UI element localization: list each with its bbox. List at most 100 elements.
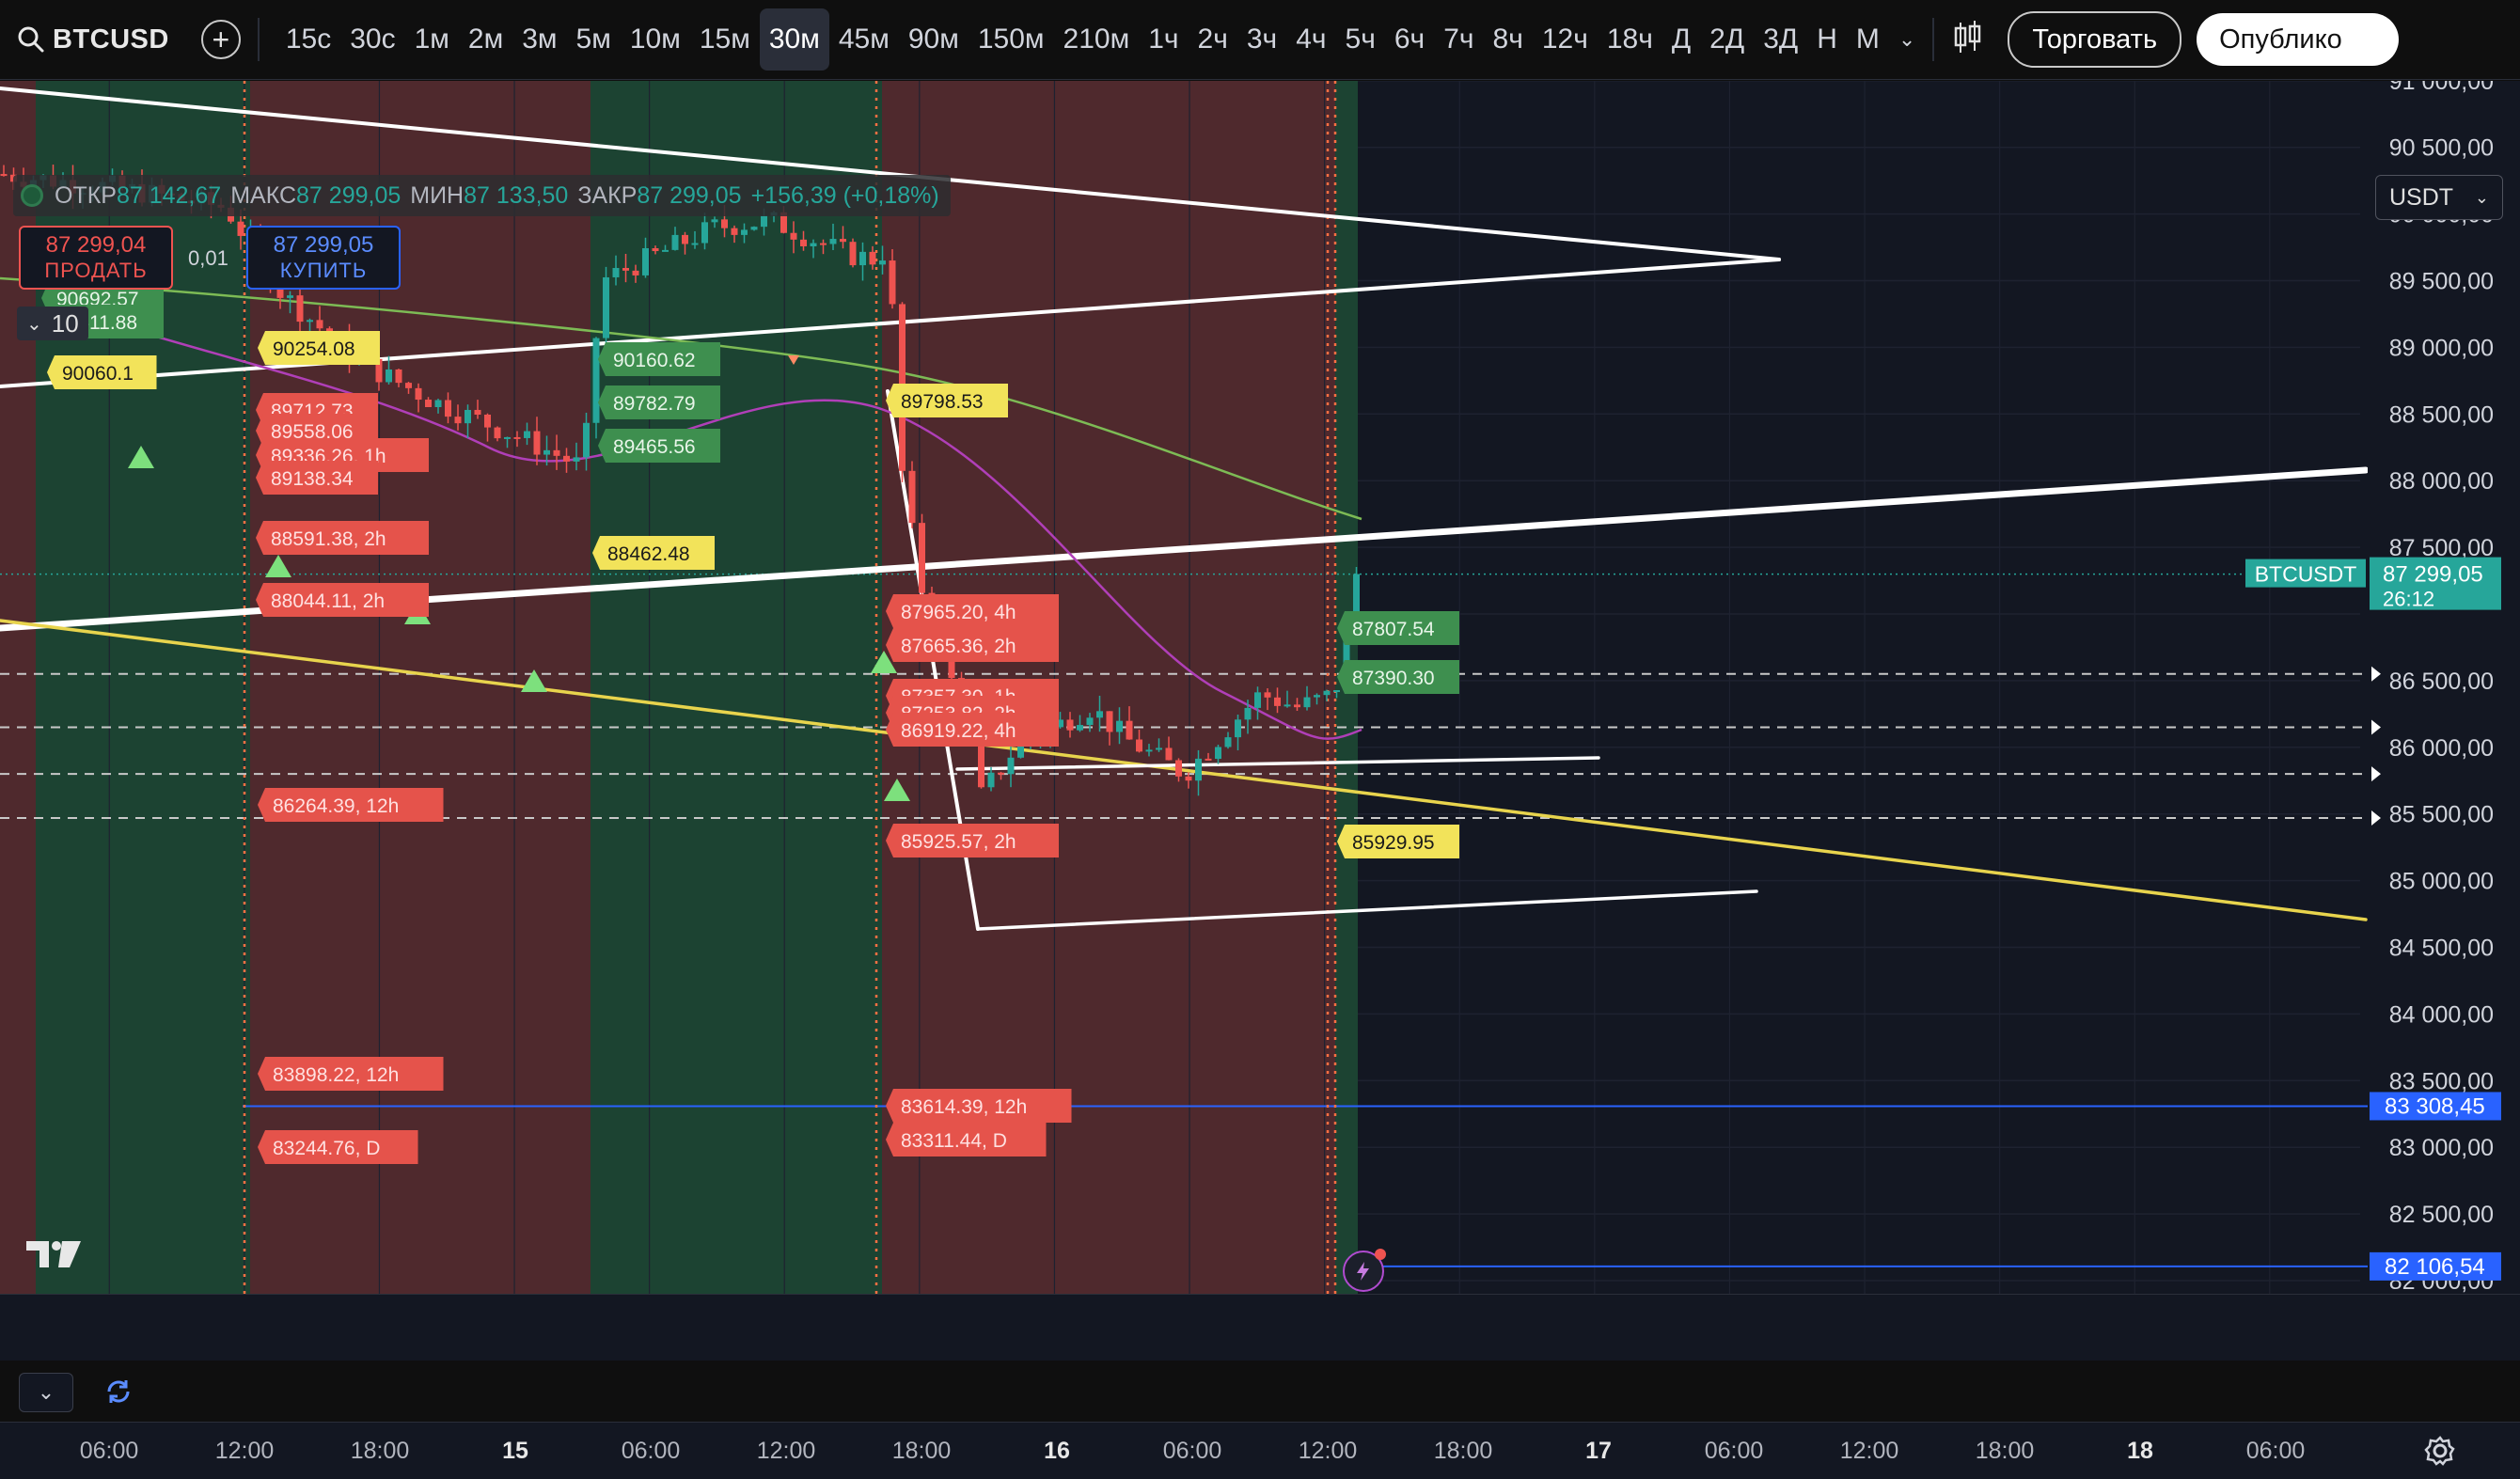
publish-button[interactable]: Опублико	[2197, 13, 2399, 66]
timeframe-18[interactable]: 6ч	[1394, 24, 1425, 55]
chart-pane[interactable]: 90873.2790692.5790511.8890160.6289782.79…	[0, 81, 2520, 1294]
timeframe-23[interactable]: Д	[1671, 24, 1692, 55]
buy-signal-marker	[128, 446, 154, 468]
price-label-r[interactable]: 87665.36, 2h	[886, 628, 1059, 662]
timeframe-6[interactable]: 10м	[629, 24, 681, 55]
timeframe-25[interactable]: 3Д	[1763, 24, 1799, 55]
timeframe-11[interactable]: 150м	[977, 24, 1045, 55]
price-axis[interactable]	[2368, 81, 2520, 1294]
price-label-text: 89798.53	[901, 391, 984, 413]
candle-body	[1066, 719, 1074, 731]
timeframe-4[interactable]: 3м	[522, 24, 558, 55]
trade-button[interactable]: Торговать	[2008, 11, 2182, 68]
triangle-upper-line[interactable]	[0, 87, 1781, 261]
gear-icon[interactable]	[2424, 1435, 2456, 1467]
timeframe-20[interactable]: 8ч	[1492, 24, 1523, 55]
channel-lower-line[interactable]	[976, 889, 1758, 931]
timeframe-14[interactable]: 2ч	[1197, 24, 1228, 55]
price-label-r[interactable]: 83898.22, 12h	[258, 1057, 444, 1091]
timeframe-27[interactable]: М	[1855, 24, 1880, 55]
time-axis[interactable]: 06:00 12:00 18:00 15 06:00 12:00 18:00 16 06:00 1…	[0, 1422, 2520, 1479]
alert-button[interactable]	[1343, 1249, 1386, 1292]
price-label-y[interactable]: 88462.48	[592, 536, 715, 570]
sync-icon[interactable]	[102, 1375, 135, 1408]
market-status-icon	[21, 184, 43, 207]
timeframe-21[interactable]: 12ч	[1541, 24, 1588, 55]
candle-body	[563, 455, 570, 462]
price-label-r[interactable]: 89138.34	[256, 461, 378, 495]
timeframe-9[interactable]: 45м	[838, 24, 890, 55]
triangle-lower-line[interactable]	[0, 258, 1781, 388]
price-label-text: 87665.36, 2h	[901, 636, 1016, 657]
price-label-y[interactable]: 85929.95	[1337, 825, 1459, 858]
buy-signal-marker	[265, 555, 291, 577]
price-label-r[interactable]: 83614.39, 12h	[886, 1089, 1072, 1123]
price-label-g[interactable]: 89465.56	[598, 429, 720, 463]
high-value: 87 299,05	[296, 181, 402, 209]
candle-body	[1096, 711, 1103, 718]
price-axis-label: 84 000,00	[2389, 1001, 2494, 1028]
candle-body	[287, 295, 293, 298]
collapse-panel-button[interactable]: ⌄	[19, 1373, 73, 1412]
price-label-g[interactable]: 87390.30	[1337, 660, 1459, 694]
price-label-g[interactable]: 90160.62	[598, 342, 720, 376]
time-axis-label: 17	[1585, 1438, 1612, 1464]
buy-signal-marker	[871, 651, 897, 673]
timeframe-22[interactable]: 18ч	[1606, 24, 1653, 55]
price-label-r[interactable]: 88044.11, 2h	[256, 583, 429, 617]
candle-body	[889, 260, 896, 305]
price-label-r[interactable]: 87965.20, 4h	[886, 594, 1059, 628]
candle-body	[840, 239, 846, 243]
buy-button[interactable]: 87 299,05 КУПИТЬ	[246, 226, 401, 290]
chart-canvas[interactable]: 90873.2790692.5790511.8890160.6289782.79…	[0, 81, 2520, 1294]
timeframe-10[interactable]: 90м	[907, 24, 959, 55]
timeframe-0[interactable]: 15с	[285, 24, 332, 55]
price-label-g[interactable]: 89782.79	[598, 385, 720, 419]
high-label: МАКС	[230, 181, 297, 209]
price-label-box	[886, 1123, 1047, 1156]
quantity-selector[interactable]: ⌄ 10	[17, 307, 88, 340]
timeframe-8[interactable]: 30м	[759, 8, 829, 71]
currency-select[interactable]: USDT ⌄	[2375, 175, 2503, 220]
price-label-box	[47, 355, 157, 389]
chevron-down-icon[interactable]: ⌄	[1898, 27, 1916, 51]
timeframe-13[interactable]: 1ч	[1148, 24, 1179, 55]
price-label-y[interactable]: 90254.08	[258, 331, 380, 365]
yellow-trendline[interactable]	[0, 619, 2368, 921]
channel-upper-line[interactable]	[955, 756, 1600, 771]
timeframe-15[interactable]: 3ч	[1246, 24, 1278, 55]
price-label-text: 90254.08	[273, 338, 355, 360]
timeframe-16[interactable]: 4ч	[1296, 24, 1327, 55]
timeframe-26[interactable]: Н	[1817, 24, 1837, 55]
price-label-r[interactable]: 83244.76, D	[258, 1130, 418, 1164]
price-label-y[interactable]: 89798.53	[886, 384, 1008, 417]
compare-add-button[interactable]: +	[200, 20, 241, 59]
sell-button[interactable]: 87 299,04 ПРОДАТЬ	[19, 226, 173, 290]
candle-body	[849, 242, 857, 266]
timeframe-3[interactable]: 2м	[467, 24, 504, 55]
spread-value: 0,01	[188, 246, 228, 270]
toolbar-divider	[257, 18, 260, 61]
price-label-r[interactable]: 88591.38, 2h	[256, 521, 429, 555]
price-label-y[interactable]: 90060.1	[47, 355, 157, 389]
timeframe-17[interactable]: 5ч	[1345, 24, 1376, 55]
chart-type-button[interactable]	[1951, 19, 1983, 61]
price-label-r[interactable]: 86919.22, 4h	[886, 713, 1059, 747]
timeframe-2[interactable]: 1м	[414, 24, 449, 55]
price-label-r[interactable]: 83311.44, D	[886, 1123, 1047, 1156]
price-axis-label: 83 000,00	[2389, 1135, 2494, 1161]
price-label-r[interactable]: 86264.39, 12h	[258, 788, 444, 822]
price-label-g[interactable]: 87807.54	[1337, 611, 1459, 645]
timeframe-12[interactable]: 210м	[1063, 24, 1130, 55]
price-label-r[interactable]: 85925.57, 2h	[886, 824, 1059, 858]
timeframe-24[interactable]: 2Д	[1709, 24, 1745, 55]
candle-body	[780, 212, 787, 233]
plus-icon: +	[212, 23, 230, 56]
timeframe-7[interactable]: 15м	[699, 24, 750, 55]
timeframe-1[interactable]: 30с	[350, 24, 396, 55]
timeframe-19[interactable]: 7ч	[1443, 24, 1474, 55]
timeframe-5[interactable]: 5м	[575, 24, 611, 55]
symbol-search[interactable]: BTCUSD	[17, 24, 169, 55]
price-label-text: 83311.44, D	[901, 1130, 1007, 1152]
candle-body	[879, 260, 886, 265]
